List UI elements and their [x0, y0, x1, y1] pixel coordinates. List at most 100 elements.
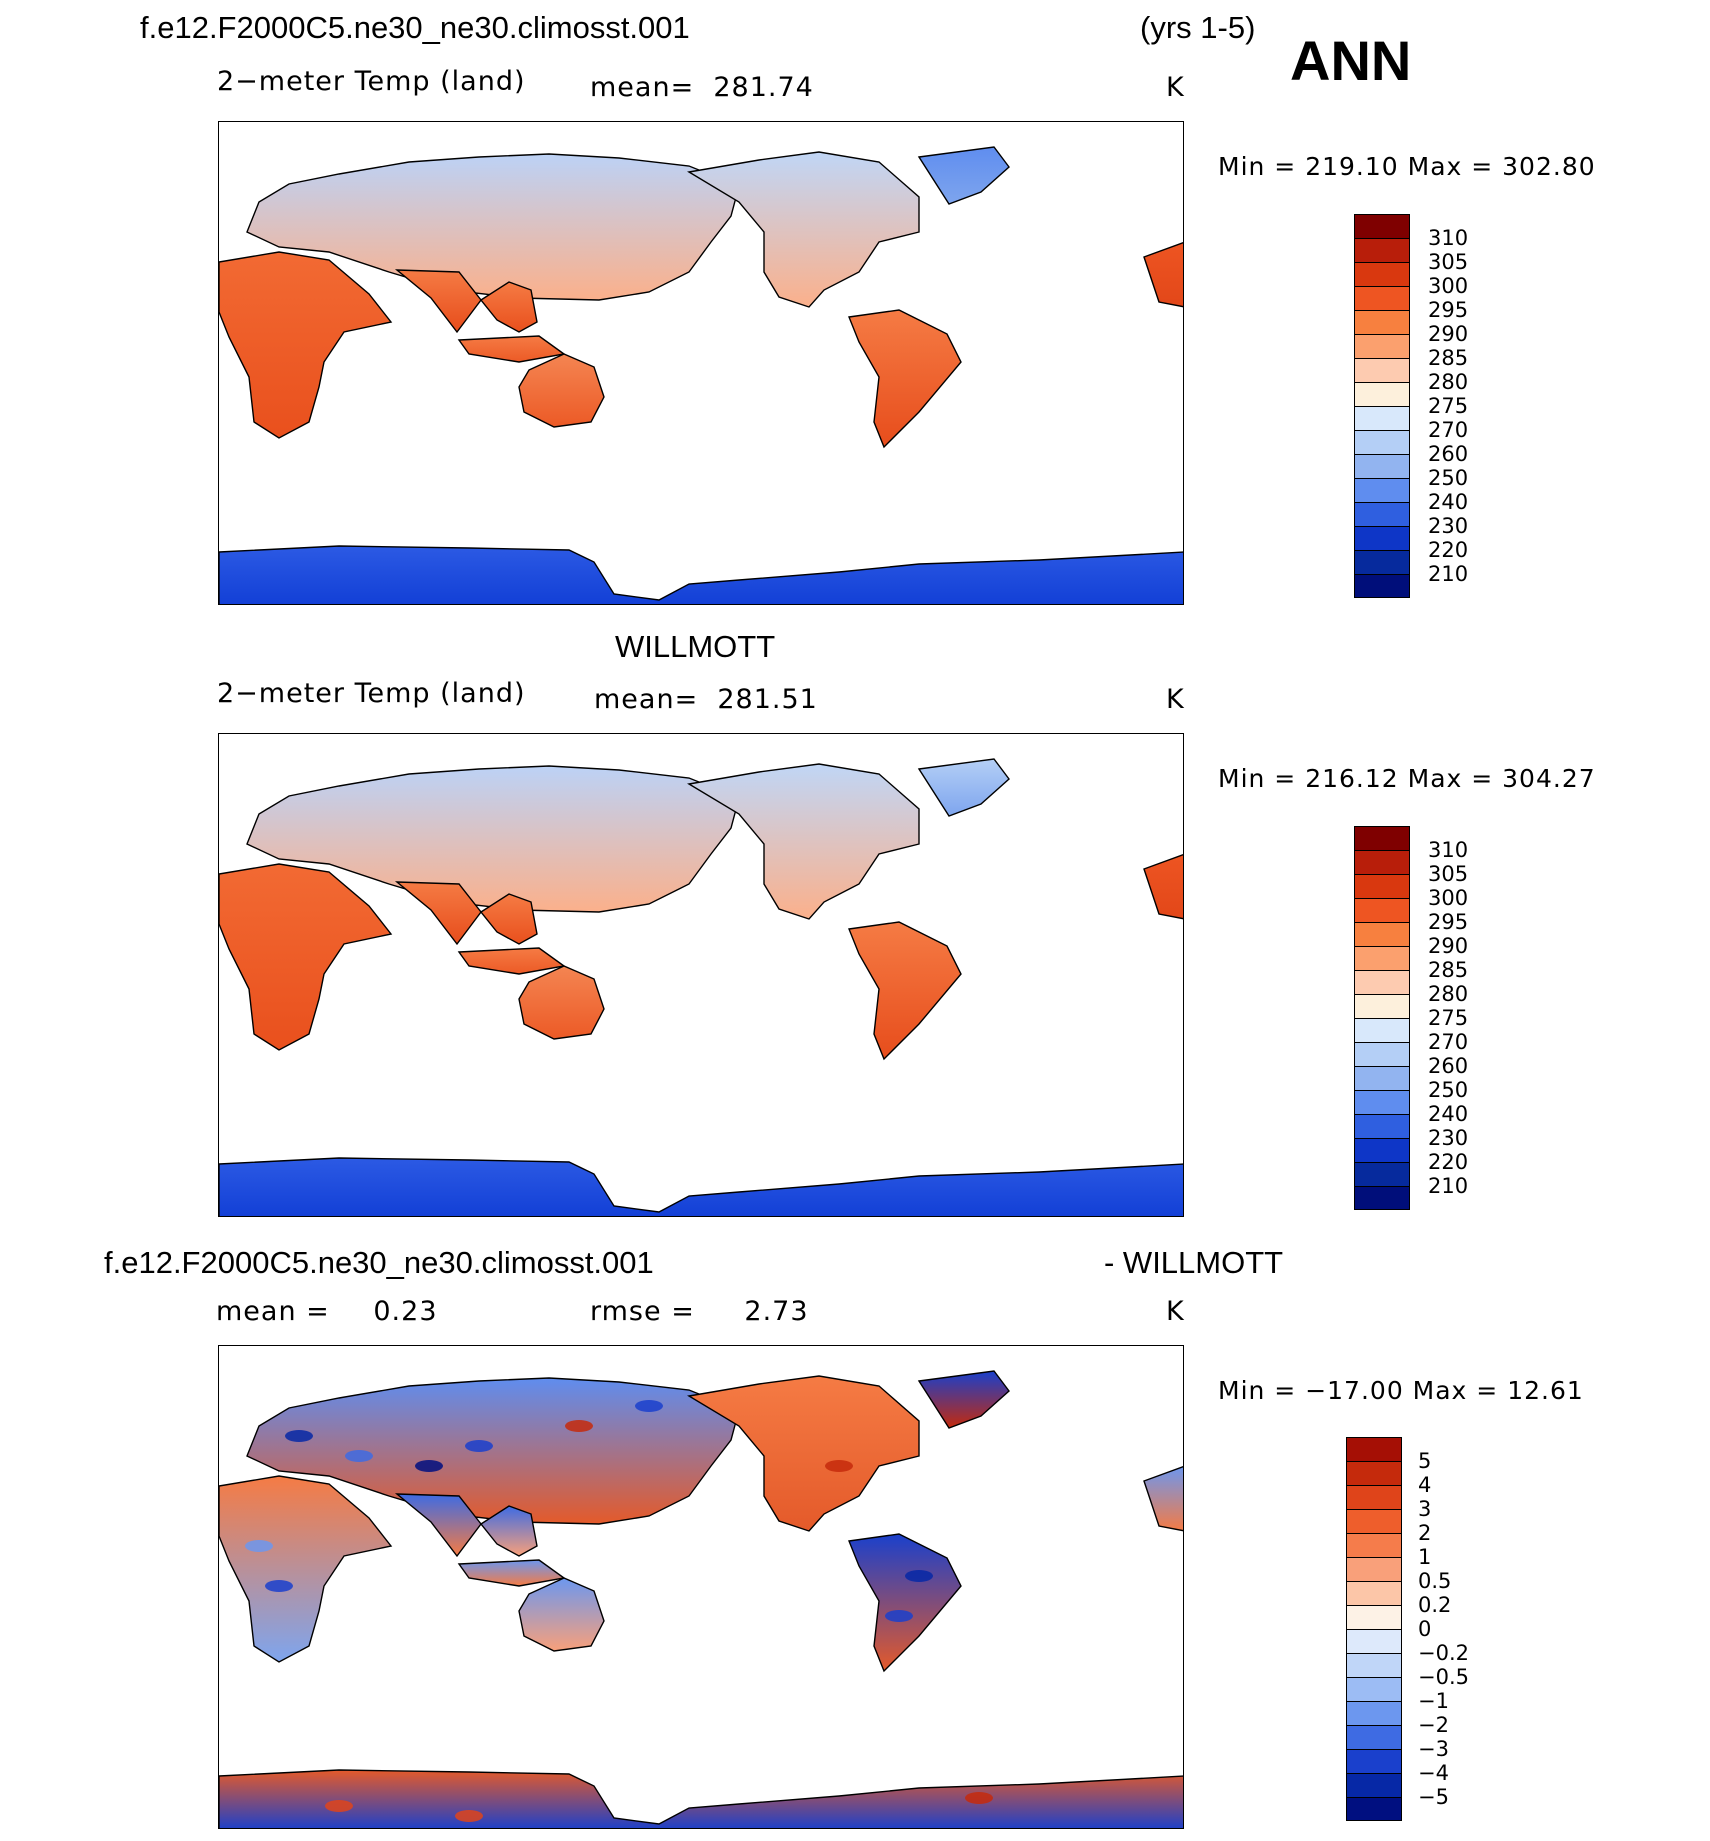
- panel3-rmse: rmse = 2.73: [590, 1296, 809, 1327]
- colorbar-label: 275: [1428, 394, 1469, 418]
- land-antarctica: [219, 1157, 1183, 1216]
- colorbar-label: 3: [1418, 1497, 1432, 1521]
- panel3-mean: mean = 0.23: [216, 1296, 438, 1327]
- land-antarctica: [219, 1769, 1183, 1828]
- colorbar-swatch: [1354, 1162, 1410, 1186]
- colorbar-swatch: [1354, 550, 1410, 574]
- colorbar-swatch: [1354, 478, 1410, 502]
- colorbar-label: 0.2: [1418, 1593, 1452, 1617]
- colorbar-label: 250: [1428, 1078, 1469, 1102]
- panel1-variable: 2−meter Temp (land): [217, 66, 526, 97]
- panel2-map: [218, 733, 1184, 1217]
- land-seasia: [479, 893, 538, 945]
- colorbar-label: −3: [1418, 1737, 1449, 1761]
- colorbar-label: 240: [1428, 1102, 1469, 1126]
- colorbar-label: 0.5: [1418, 1569, 1452, 1593]
- land-wafrica: [1143, 853, 1183, 920]
- panel1-mean-value: 281.74: [713, 72, 814, 103]
- panel2-units: K: [1166, 684, 1185, 715]
- land-india: [394, 269, 482, 334]
- difference-speckle: [905, 1570, 933, 1582]
- panel3-map: [218, 1345, 1184, 1829]
- land-australia: [518, 1577, 605, 1652]
- difference-speckle: [565, 1420, 593, 1432]
- colorbar-swatch: [1354, 310, 1410, 334]
- panel3-minmax: Min = −17.00 Max = 12.61: [1218, 1376, 1584, 1405]
- colorbar-swatch: [1354, 406, 1410, 430]
- colorbar-swatch: [1354, 1066, 1410, 1090]
- colorbar-label: 270: [1428, 418, 1469, 442]
- colorbar-swatch: [1346, 1485, 1402, 1509]
- land-islands: [457, 335, 566, 363]
- panel2-mean-value: 281.51: [717, 684, 818, 715]
- land-wafrica: [1143, 1465, 1183, 1532]
- colorbar-frame: [1346, 1437, 1402, 1821]
- land-greenland: [917, 1370, 1010, 1429]
- colorbar-label: 240: [1428, 490, 1469, 514]
- colorbar-label: −0.5: [1418, 1665, 1469, 1689]
- land-wafrica: [1143, 241, 1183, 308]
- colorbar-swatch: [1354, 574, 1410, 598]
- colorbar-label: −4: [1418, 1761, 1449, 1785]
- panel2-map-svg: [219, 758, 1183, 1216]
- land-islands: [457, 947, 566, 975]
- colorbar-label: 270: [1428, 1030, 1469, 1054]
- colorbar-swatch: [1354, 1090, 1410, 1114]
- difference-speckle: [285, 1430, 313, 1442]
- panel3-title-right: - WILLMOTT: [1104, 1245, 1284, 1280]
- panel1-map-svg: [219, 146, 1183, 604]
- panel2-title: WILLMOTT: [615, 629, 776, 664]
- colorbar-label: 230: [1428, 514, 1469, 538]
- difference-speckle: [265, 1580, 293, 1592]
- colorbar-swatch: [1354, 382, 1410, 406]
- colorbar-swatch: [1346, 1461, 1402, 1485]
- difference-speckle: [415, 1460, 443, 1472]
- colorbar-swatch: [1346, 1509, 1402, 1533]
- colorbar-label: 295: [1428, 298, 1469, 322]
- colorbar-swatch: [1354, 286, 1410, 310]
- colorbar-label: 250: [1428, 466, 1469, 490]
- colorbar-label: 0: [1418, 1617, 1432, 1641]
- panel3-units: K: [1166, 1296, 1185, 1327]
- colorbar-label: 300: [1428, 274, 1469, 298]
- colorbar-label: 290: [1428, 322, 1469, 346]
- season-label: ANN: [1290, 29, 1412, 92]
- colorbar-label: 210: [1428, 1174, 1469, 1198]
- colorbar-swatch: [1354, 970, 1410, 994]
- land-australia: [518, 353, 605, 428]
- panel3-rmse-label: rmse =: [590, 1296, 695, 1327]
- panel3-title-left: f.e12.F2000C5.ne30_ne30.climosst.001: [104, 1245, 654, 1280]
- panel2-minmax: Min = 216.12 Max = 304.27: [1218, 764, 1596, 793]
- colorbar-swatch: [1346, 1773, 1402, 1797]
- colorbar-label: 310: [1428, 226, 1469, 250]
- land-india: [394, 881, 482, 946]
- land-samer: [848, 1533, 962, 1673]
- panel3-map-svg: [219, 1370, 1183, 1828]
- land-islands: [457, 1559, 566, 1587]
- colorbar-swatch: [1346, 1749, 1402, 1773]
- colorbar-label: 1: [1418, 1545, 1432, 1569]
- colorbar-label: 280: [1428, 370, 1469, 394]
- colorbar-label: 4: [1418, 1473, 1432, 1497]
- land-samer: [848, 309, 962, 449]
- colorbar-swatch: [1354, 1138, 1410, 1162]
- colorbar-swatch: [1354, 874, 1410, 898]
- panel1-map: [218, 121, 1184, 605]
- colorbar-label: 305: [1428, 250, 1469, 274]
- land-namer: [687, 151, 920, 308]
- colorbar-swatch: [1354, 454, 1410, 478]
- panel1-minmax: Min = 219.10 Max = 302.80: [1218, 152, 1596, 181]
- colorbar-swatch: [1354, 946, 1410, 970]
- colorbar-label: −0.2: [1418, 1641, 1469, 1665]
- colorbar-swatch: [1354, 922, 1410, 946]
- colorbar-swatch: [1354, 994, 1410, 1018]
- colorbar-swatch: [1346, 1557, 1402, 1581]
- colorbar-swatch: [1354, 502, 1410, 526]
- land-greenland: [917, 758, 1010, 817]
- difference-speckle: [455, 1810, 483, 1822]
- land-australia: [518, 965, 605, 1040]
- land-namer: [687, 763, 920, 920]
- colorbar-label: 2: [1418, 1521, 1432, 1545]
- colorbar-label: 285: [1428, 346, 1469, 370]
- colorbar-swatch: [1354, 358, 1410, 382]
